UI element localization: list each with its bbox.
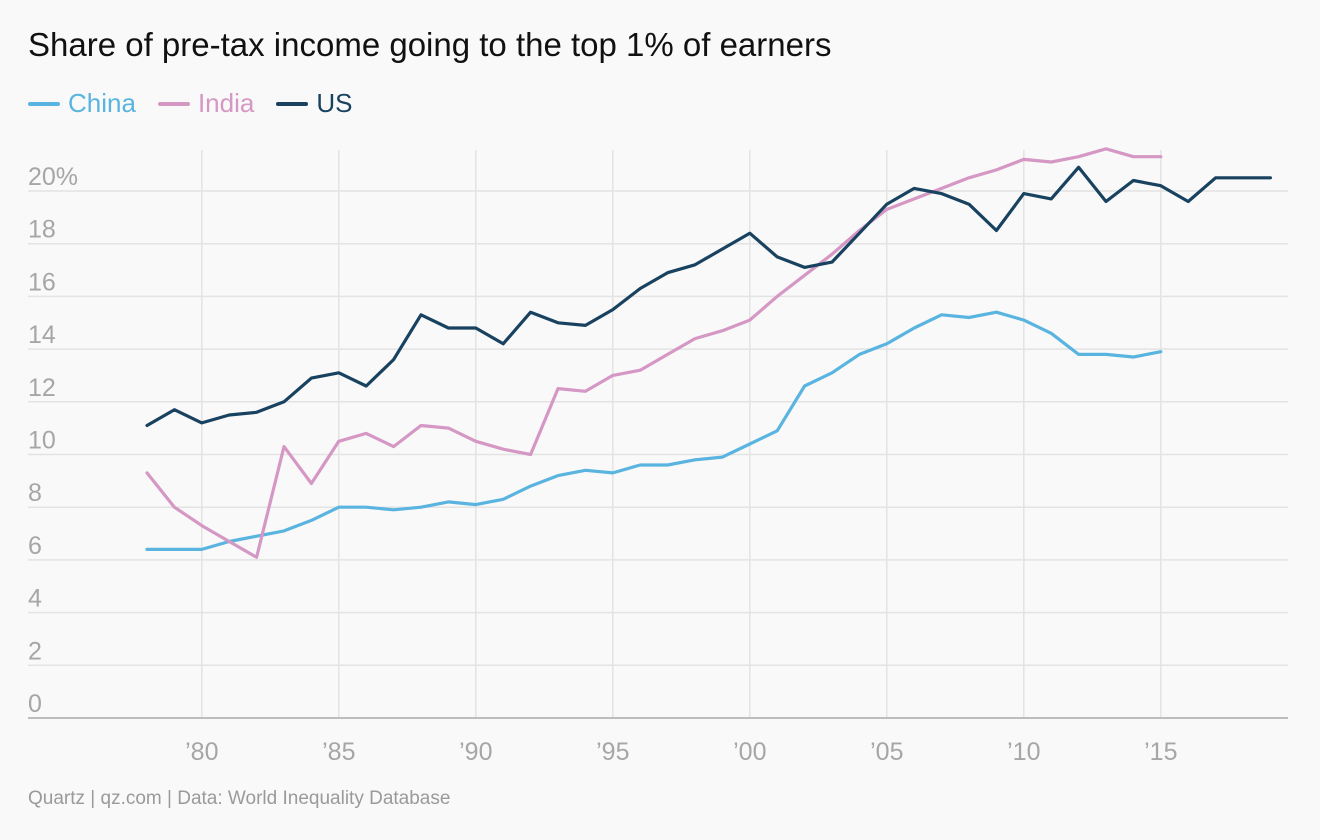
y-tick-label: 18 <box>28 216 56 244</box>
y-axis-ticks: 0 2 4 6 8 10 12 14 16 18 20% <box>28 163 78 718</box>
x-tick-label: ’05 <box>870 738 903 766</box>
chart-title: Share of pre-tax income going to the top… <box>28 26 832 63</box>
legend-swatch-china <box>28 101 60 106</box>
x-tick-label: ’80 <box>185 738 218 766</box>
x-tick-label: ’85 <box>322 738 355 766</box>
y-tick-label: 2 <box>28 637 42 665</box>
legend: China India US <box>28 88 352 119</box>
legend-label-us: US <box>316 88 353 118</box>
y-tick-label: 14 <box>28 321 56 349</box>
x-tick-label: ’10 <box>1007 738 1040 766</box>
x-tick-label: ’00 <box>733 738 766 766</box>
y-tick-label: 0 <box>28 690 42 718</box>
y-tick-label: 8 <box>28 479 42 507</box>
x-tick-label: ’90 <box>459 738 492 766</box>
series-line-india <box>145 147 1163 559</box>
series-lines <box>145 147 1273 559</box>
y-tick-label: 10 <box>28 427 56 455</box>
legend-label-china: China <box>68 88 136 118</box>
grid <box>28 150 1288 719</box>
legend-item-china: China <box>28 88 136 119</box>
x-tick-label: ’95 <box>596 738 629 766</box>
source-note: Quartz | qz.com | Data: World Inequality… <box>28 788 451 809</box>
y-tick-label: 20% <box>28 163 78 191</box>
legend-swatch-india <box>157 101 190 106</box>
x-tick-label: ’15 <box>1144 738 1177 766</box>
y-tick-label: 4 <box>28 585 42 613</box>
y-tick-label: 6 <box>28 532 42 560</box>
y-tick-label: 12 <box>28 374 56 402</box>
legend-swatch-us <box>276 101 309 106</box>
legend-item-us: US <box>276 88 352 119</box>
x-axis-ticks: ’80 ’85 ’90 ’95 ’00 ’05 ’10 ’15 <box>185 738 1177 766</box>
y-tick-label: 16 <box>28 268 56 296</box>
legend-label-india: India <box>197 88 255 118</box>
series-line-us <box>145 165 1273 428</box>
legend-item-india: India <box>157 88 255 119</box>
series-line-china <box>145 310 1163 552</box>
